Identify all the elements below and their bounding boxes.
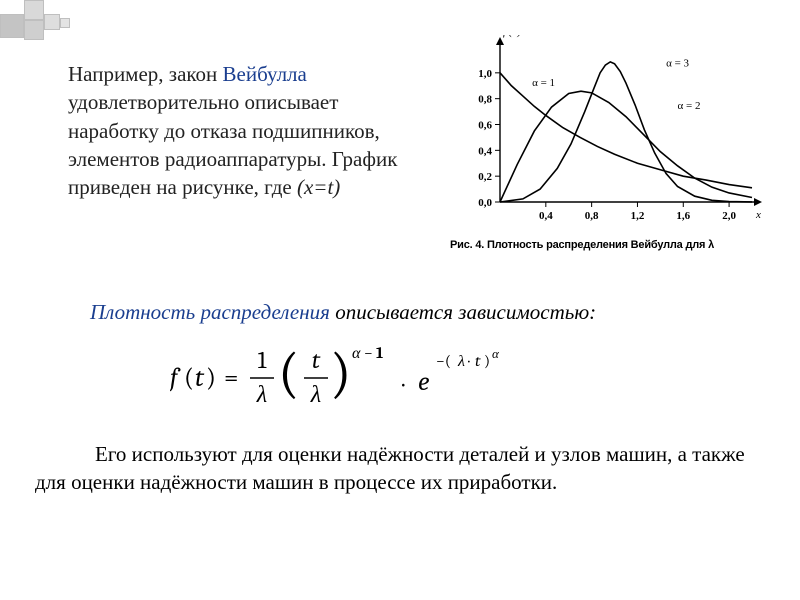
svg-text:0,0: 0,0	[478, 197, 492, 209]
svg-text:λ: λ	[256, 380, 267, 408]
svg-text:(: (	[184, 363, 194, 393]
svg-text:·: ·	[468, 352, 470, 370]
para1-var: (x=t)	[297, 175, 340, 199]
svg-text:0,6: 0,6	[478, 120, 492, 132]
svg-text:α: α	[492, 347, 500, 362]
svg-text:−: −	[364, 344, 373, 362]
svg-text:): )	[330, 341, 351, 405]
svg-text:0,8: 0,8	[478, 94, 492, 106]
svg-text:0,4: 0,4	[539, 210, 553, 222]
svg-text:λ: λ	[457, 352, 465, 370]
svg-text:f: f	[170, 363, 181, 393]
svg-text:1,6: 1,6	[676, 210, 690, 222]
svg-text:): )	[484, 352, 490, 370]
para1-tail: удовлетворительно описывает наработку до…	[68, 90, 397, 199]
svg-text:t: t	[312, 346, 321, 374]
svg-text:0,8: 0,8	[585, 210, 599, 222]
svg-text:x: x	[755, 209, 761, 221]
svg-text:λ: λ	[310, 380, 321, 408]
svg-text:): )	[206, 363, 216, 393]
weibull-link-word: Вейбулла	[223, 62, 307, 86]
para1-lead: Например, закон	[68, 62, 223, 86]
svg-text:0,4: 0,4	[478, 145, 492, 157]
svg-text:2,0: 2,0	[722, 210, 736, 222]
svg-text:(: (	[278, 341, 299, 405]
svg-text:1,0: 1,0	[478, 68, 492, 80]
decor-squares	[0, 0, 180, 42]
svg-text:−(: −(	[436, 352, 451, 370]
svg-text:·: ·	[402, 370, 405, 398]
svg-text:f (x): f (x)	[503, 35, 521, 38]
svg-text:α = 1: α = 1	[532, 77, 555, 89]
svg-text:0,2: 0,2	[478, 171, 492, 183]
weibull-chart: 0,4 0,8 1,2 1,6 2,0 0,0 0,2 0,4 0,6 0,8 1,0 f (x) x α…	[450, 35, 770, 251]
weibull-paragraph: Например, закон Вейбулла удовлетворитель…	[68, 60, 408, 202]
svg-text:α = 2: α = 2	[678, 100, 701, 112]
svg-text:1,2: 1,2	[631, 210, 645, 222]
chart-caption: Рис. 4. Плотность распределения Вейбулла…	[450, 239, 770, 251]
para2-text: Его используют для оценки надёжности дет…	[35, 442, 745, 494]
svg-text:t: t	[195, 363, 205, 393]
svg-text:α = 3: α = 3	[666, 57, 689, 69]
svg-text:=: =	[224, 363, 238, 393]
subhead-lead: Плотность распределения	[90, 300, 330, 324]
formula-svg: f ( t ) = 1 λ ( t λ ) α − 1 · e −( λ · t…	[170, 338, 600, 418]
svg-text:1: 1	[376, 344, 383, 362]
density-subheading: Плотность распределения описывается зави…	[90, 300, 750, 325]
weibull-pdf-formula: f ( t ) = 1 λ ( t λ ) α − 1 · e −( λ · t…	[170, 338, 570, 424]
svg-text:α: α	[352, 344, 361, 362]
svg-text:1: 1	[258, 346, 267, 374]
usage-paragraph: Его используют для оценки надёжности дет…	[35, 440, 755, 497]
subhead-tail: описывается зависимостью:	[330, 300, 596, 324]
svg-text:e: e	[418, 367, 429, 397]
svg-text:t: t	[475, 352, 481, 370]
